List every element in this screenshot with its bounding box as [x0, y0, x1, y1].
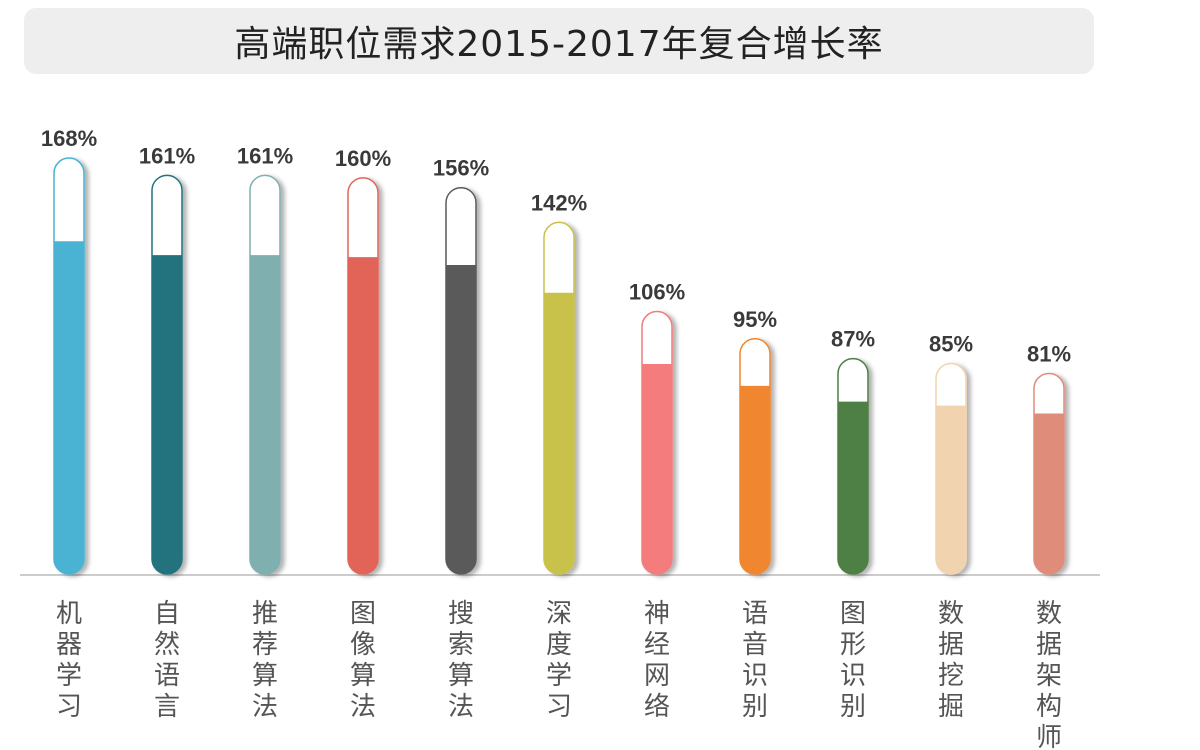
title-box: 高端职位需求2015-2017年复合增长率	[24, 8, 1094, 74]
category-label-char: 习	[56, 692, 82, 722]
bar	[152, 255, 182, 575]
category-label-char: 掘	[938, 692, 964, 722]
bar	[54, 241, 84, 575]
bar	[936, 405, 966, 574]
bar	[348, 257, 378, 574]
category-label-char: 音	[742, 630, 768, 660]
data-label: 87%	[831, 327, 875, 352]
category-label-char: 数	[1036, 599, 1062, 629]
category-label-char: 语	[154, 661, 180, 691]
data-label: 142%	[531, 190, 587, 215]
data-label: 161%	[139, 143, 195, 168]
category-label-char: 图	[350, 599, 376, 629]
category-label-char: 识	[742, 661, 768, 691]
category-label-char: 挖	[938, 661, 964, 691]
data-label: 95%	[733, 307, 777, 332]
category-label-char: 言	[154, 692, 180, 722]
category-label-char: 语	[742, 599, 768, 629]
data-label: 106%	[629, 280, 685, 305]
bar	[642, 364, 672, 574]
category-label-char: 算	[448, 661, 474, 691]
chart-title: 高端职位需求2015-2017年复合增长率	[234, 24, 884, 65]
category-label-char: 荐	[252, 630, 278, 660]
category-label-char: 索	[448, 630, 474, 660]
category-label-char: 机	[56, 599, 82, 629]
category-label-char: 搜	[448, 599, 474, 629]
data-label: 156%	[433, 156, 489, 181]
data-label: 168%	[41, 126, 97, 151]
category-label-char: 深	[546, 599, 572, 629]
category-label-char: 数	[938, 599, 964, 629]
category-label-char: 别	[840, 692, 866, 722]
category-label-char: 算	[350, 661, 376, 691]
category-label-char: 法	[448, 692, 474, 722]
category-label-char: 经	[644, 630, 670, 660]
category-label-char: 神	[644, 599, 670, 629]
category-label-char: 据	[1036, 630, 1062, 660]
category-label-char: 推	[252, 599, 278, 629]
bar	[740, 385, 770, 574]
bar	[446, 264, 476, 574]
category-label-char: 络	[644, 692, 670, 722]
data-label: 85%	[929, 332, 973, 357]
category-label-char: 构	[1036, 692, 1062, 722]
category-label-char: 器	[56, 630, 82, 660]
bar	[1034, 413, 1064, 574]
data-label: 81%	[1027, 341, 1071, 366]
category-label-char: 学	[546, 661, 572, 691]
bar	[250, 255, 280, 575]
category-label-char: 法	[252, 692, 278, 722]
category-label-char: 习	[546, 692, 572, 722]
category-label-char: 法	[350, 692, 376, 722]
data-label: 160%	[335, 146, 391, 171]
category-label-char: 据	[938, 630, 964, 660]
category-label-char: 师	[1036, 723, 1062, 750]
category-label-char: 度	[546, 630, 572, 660]
category-label-char: 算	[252, 661, 278, 691]
bar	[838, 401, 868, 574]
category-label-char: 架	[1036, 661, 1062, 691]
bar	[544, 292, 574, 574]
category-label-char: 别	[742, 692, 768, 722]
category-label-char: 学	[56, 661, 82, 691]
category-label-char: 网	[644, 661, 670, 691]
category-label-char: 自	[154, 599, 180, 629]
data-label: 161%	[237, 143, 293, 168]
category-label-char: 像	[350, 630, 376, 660]
category-label-char: 图	[840, 599, 866, 629]
category-label-char: 形	[840, 630, 866, 660]
category-label-char: 然	[154, 630, 180, 660]
category-label-char: 识	[840, 661, 866, 691]
